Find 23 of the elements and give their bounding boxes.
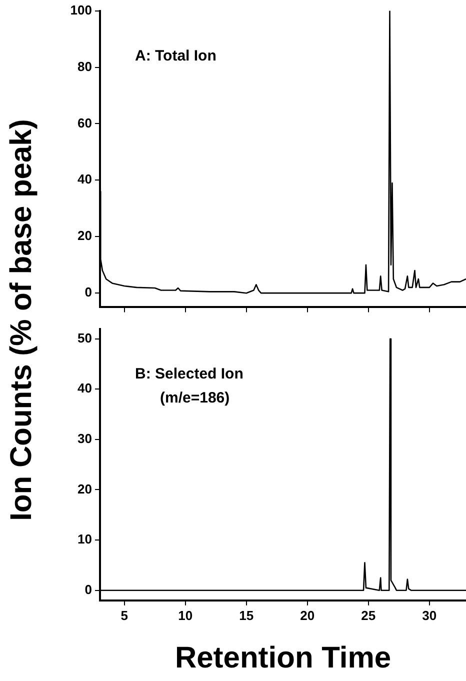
y-tick-label: 20 bbox=[78, 481, 92, 496]
y-tick-label: 100 bbox=[70, 2, 92, 18]
y-axis-title: Ion Counts (% of base peak) bbox=[5, 119, 39, 521]
x-tick-label: 20 bbox=[300, 608, 315, 623]
x-axis-title: Retention Time bbox=[174, 641, 392, 674]
y-tick-label: 40 bbox=[78, 380, 92, 396]
annotation: B: Selected Ion bbox=[135, 365, 244, 382]
y-tick-label: 30 bbox=[78, 431, 92, 446]
y-tick-label: 50 bbox=[78, 330, 92, 346]
x-tick-label: 30 bbox=[422, 608, 437, 623]
x-tick-label: 25 bbox=[361, 608, 376, 623]
y-tick-label: 0 bbox=[84, 582, 92, 597]
annotation: A: Total Ion bbox=[135, 47, 216, 64]
annotation: (m/e=186) bbox=[160, 389, 230, 406]
y-tick-label: 80 bbox=[78, 58, 92, 74]
y-tick-label: 40 bbox=[78, 172, 92, 187]
x-tick-label: 5 bbox=[120, 608, 128, 623]
x-tick-label: 15 bbox=[239, 608, 254, 623]
y-tick-label: 60 bbox=[78, 115, 92, 130]
x-tick-label: 10 bbox=[178, 608, 193, 623]
y-tick-label: 20 bbox=[78, 228, 92, 244]
y-tick-label: 10 bbox=[78, 532, 92, 547]
y-tick-label: 0 bbox=[84, 284, 92, 300]
